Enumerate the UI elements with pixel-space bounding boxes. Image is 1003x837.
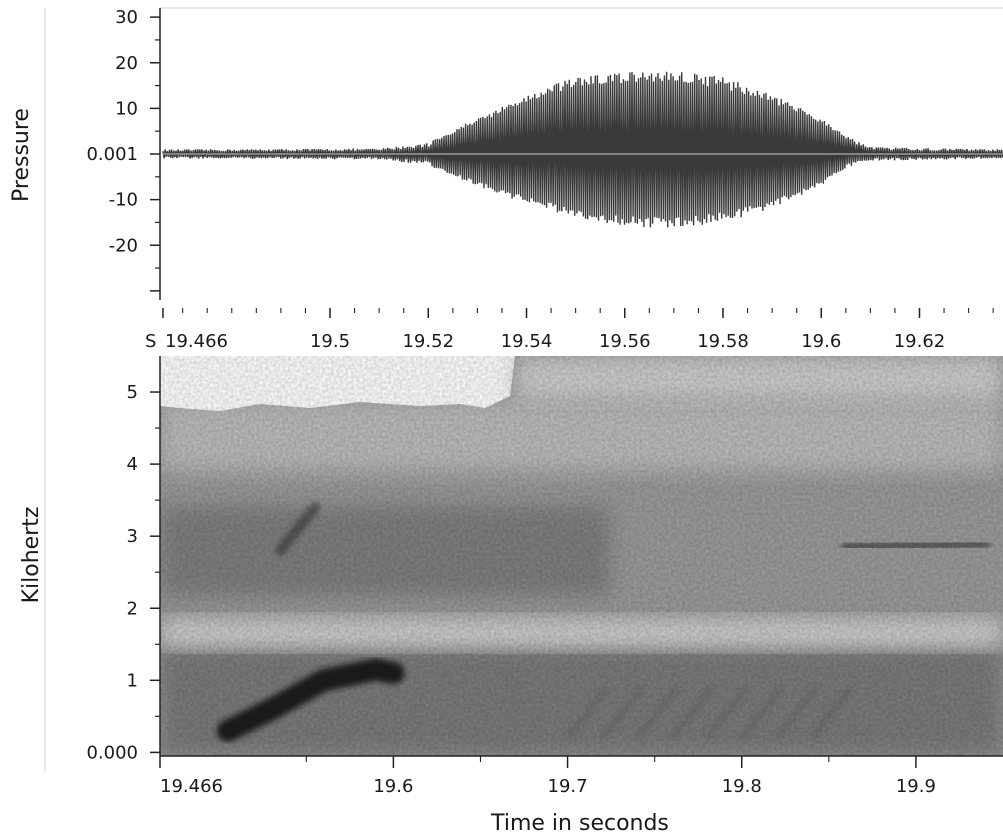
spectrogram-x-axis-title: Time in seconds (490, 811, 669, 836)
waveform-y-axis-title: Pressure (9, 108, 34, 202)
waveform-trace (162, 71, 1003, 228)
waveform-y-tick-label: 0.001 (86, 144, 138, 165)
spectrogram-y-tick-label: 0.000 (86, 742, 138, 763)
spectrogram-image (160, 356, 1003, 756)
spectrogram-streak (774, 685, 819, 740)
waveform-x-tick-label: 19.466 (165, 331, 228, 352)
waveform-y-ticks: 30 20 10 0.001 -10 -20 (86, 7, 160, 292)
waveform-y-tick-label: 30 (115, 7, 138, 28)
spectrogram-y-tick-label: 1 (127, 670, 138, 691)
waveform-x-tick-label: 19.58 (697, 331, 749, 352)
spectrogram-y-tick-label: 3 (127, 526, 138, 547)
spectrogram-streak (635, 685, 680, 740)
waveform-x-unit-prefix: S (145, 331, 156, 352)
spectrogram-x-tick-label: 19.9 (896, 776, 936, 797)
spectrogram-streak (704, 685, 749, 740)
spectrogram-x-tick-label: 19.6 (373, 776, 413, 797)
waveform-y-tick-label: 10 (115, 98, 138, 119)
waveform-x-tick-label: 19.62 (894, 331, 946, 352)
spectrogram-x-tick-label: 19.466 (160, 776, 223, 797)
spectrogram-streak (809, 685, 854, 740)
spectrogram-y-tick-label: 2 (127, 598, 138, 619)
spectrogram-x-ticks: 19.466 19.6 19.7 19.8 19.9 (159, 756, 936, 797)
spectrogram-feature (275, 502, 320, 556)
waveform-x-tick-label: 19.6 (801, 331, 841, 352)
waveform-x-tick-label: 19.54 (501, 331, 553, 352)
spectrogram-streak (565, 685, 610, 740)
spectrogram-y-ticks: 5 4 3 2 1 0.000 (86, 382, 160, 763)
waveform-x-tick-label: 19.56 (599, 331, 651, 352)
spectrogram-y-tick-label: 4 (127, 454, 138, 475)
waveform-series-line (162, 71, 1003, 228)
spectrogram-feature (841, 538, 991, 552)
spectrogram-feature (216, 658, 405, 742)
waveform-y-tick-label: -10 (109, 190, 138, 211)
waveform-y-tick-label: -20 (109, 235, 138, 256)
spectrogram-streak (600, 685, 645, 740)
waveform-x-tick-label: 19.52 (402, 331, 454, 352)
spectrogram-panel: 5 4 3 2 1 0.000 19.466 19.6 19.7 19.8 19.9 Kilohe… (19, 356, 1003, 836)
spectrogram-features (216, 502, 991, 742)
waveform-x-tick-label: 19.5 (310, 331, 350, 352)
waveform-x-ticks: 19.466 19.5 19.52 19.54 19.56 19.58 19.6 19.62 (162, 308, 994, 352)
spectrogram-x-tick-label: 19.8 (722, 776, 762, 797)
spectrogram-y-tick-label: 5 (127, 382, 138, 403)
spectrogram-x-tick-label: 19.7 (548, 776, 588, 797)
spectrogram-streak (739, 685, 784, 740)
spectrogram-y-axis-title: Kilohertz (19, 507, 44, 604)
waveform-y-tick-label: 20 (115, 53, 138, 74)
spectrogram-streak (670, 685, 715, 740)
